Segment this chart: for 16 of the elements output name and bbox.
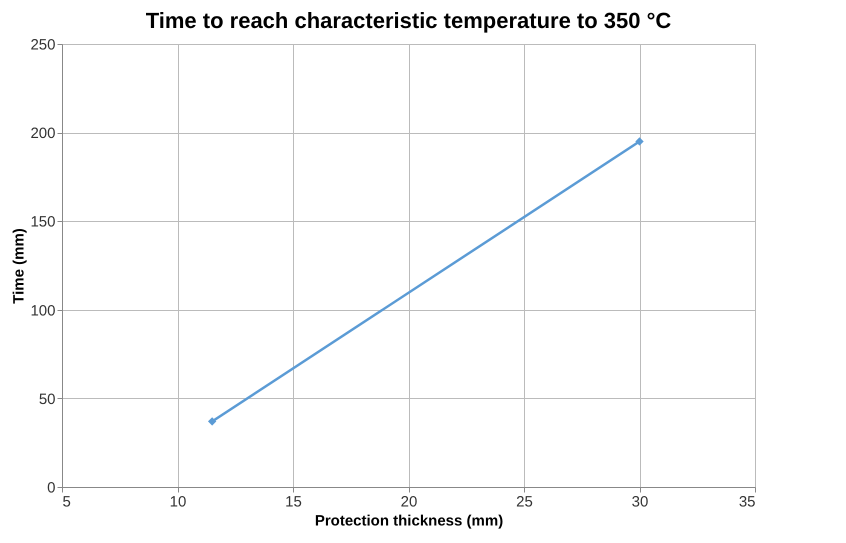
x-axis-title: Protection thickness (mm): [314, 512, 504, 530]
y-tick-label: 100: [30, 302, 56, 320]
x-tick-label: 35: [738, 494, 756, 510]
y-tick-label: 0: [47, 480, 56, 496]
x-tick-label: 20: [400, 494, 418, 510]
x-tick-label: 30: [632, 494, 648, 510]
y-axis-title: Time (mm): [10, 228, 28, 304]
x-tick-label: 25: [516, 494, 533, 510]
x-tick-label: 5: [62, 494, 71, 510]
y-tick-label: 250: [30, 36, 56, 54]
y-tick-label: 200: [30, 125, 56, 142]
x-tick-label: 15: [285, 494, 302, 510]
x-tick-label: 10: [170, 494, 186, 510]
chart-title: Time to reach characteristic temperature to 350 °C: [146, 8, 672, 33]
y-tick-label: 50: [38, 390, 56, 408]
y-tick-label: 150: [30, 214, 56, 231]
